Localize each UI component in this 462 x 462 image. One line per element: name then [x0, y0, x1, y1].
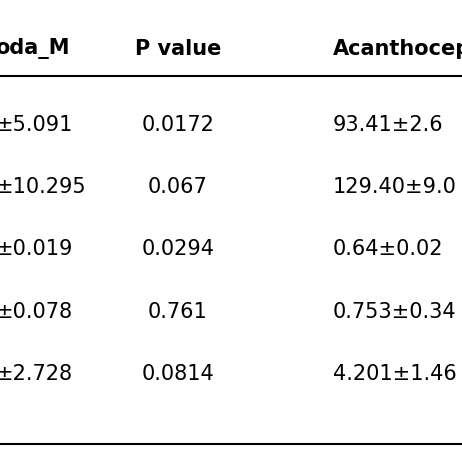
Text: 0.0294: 0.0294	[141, 239, 214, 260]
Text: 93.41±2.6: 93.41±2.6	[333, 115, 443, 135]
Text: 129.40±9.0: 129.40±9.0	[333, 177, 456, 197]
Text: 0.64±0.02: 0.64±0.02	[333, 239, 443, 260]
Text: ±10.295: ±10.295	[0, 177, 86, 197]
Text: 0.753±0.34: 0.753±0.34	[333, 302, 456, 322]
Text: 0.0172: 0.0172	[141, 115, 214, 135]
Text: oda_M: oda_M	[0, 38, 70, 59]
Text: 0.067: 0.067	[148, 177, 208, 197]
Text: ±0.078: ±0.078	[0, 302, 73, 322]
Text: ±2.728: ±2.728	[0, 364, 73, 384]
Text: 0.0814: 0.0814	[141, 364, 214, 384]
Text: ±0.019: ±0.019	[0, 239, 73, 260]
Text: ±5.091: ±5.091	[0, 115, 73, 135]
Text: P value: P value	[135, 38, 221, 59]
Text: 0.761: 0.761	[148, 302, 208, 322]
Text: 4.201±1.46: 4.201±1.46	[333, 364, 456, 384]
Text: Acanthoceph…: Acanthoceph…	[333, 38, 462, 59]
